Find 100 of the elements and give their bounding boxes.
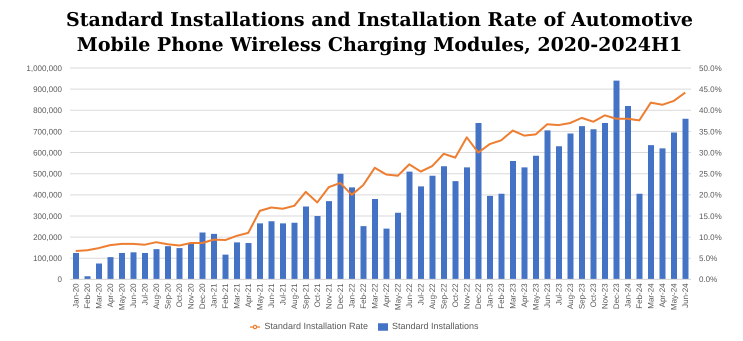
bar	[246, 243, 252, 280]
x-tick-label: Dec-22	[474, 282, 483, 310]
bar	[165, 246, 171, 280]
bar	[579, 126, 585, 280]
y2-tick-label: 30.0%	[699, 148, 722, 158]
bar	[292, 222, 298, 280]
y2-tick-label: 40.0%	[699, 106, 722, 116]
bar	[671, 132, 677, 280]
y-tick-label: 700,000	[33, 127, 63, 136]
y2-tick-label: 5.0%	[699, 254, 718, 264]
x-tick-label: May-20	[117, 282, 126, 310]
bar	[257, 223, 263, 280]
y2-tick-label: 50.0%	[699, 64, 722, 73]
y-tick-label: 200,000	[33, 232, 63, 242]
x-tick-label: Dec-23	[612, 282, 621, 310]
x-tick-label: May-22	[393, 282, 402, 310]
x-tick-label: Dec-20	[198, 282, 207, 310]
legend-label: Standard Installations	[392, 321, 479, 332]
bar	[682, 118, 688, 280]
bar	[314, 216, 320, 280]
x-tick-label: Mar-24	[646, 282, 656, 309]
bar	[544, 130, 550, 280]
x-tick-label: Jan-22	[347, 282, 356, 308]
x-tick-label: Jun-21	[266, 282, 276, 308]
x-tick-label: Apr-20	[106, 282, 115, 308]
bar	[568, 134, 574, 280]
bar	[590, 129, 596, 280]
chart-title: Standard Installations and Installation Rate of Automotive Mobile Phone Wireless Charging Modules, 2020-2024H1	[65, 8, 694, 58]
line-series	[74, 92, 686, 252]
x-tick-label: Aug-20	[152, 282, 161, 310]
bar	[188, 243, 194, 280]
y2-tick-label: 15.0%	[699, 212, 722, 221]
bar	[602, 122, 608, 280]
bar	[636, 194, 642, 280]
x-tick-label: Jan-23	[485, 282, 494, 308]
y-tick-label: 600,000	[33, 148, 63, 158]
bar	[73, 252, 79, 280]
bar	[96, 264, 102, 280]
x-tick-label: Mar-20	[94, 282, 104, 309]
x-tick-label: Jan-20	[71, 282, 80, 308]
x-tick-label: May-24	[669, 282, 678, 310]
x-tick-label: Jul-20	[140, 282, 150, 306]
y-tick-label: 100,000	[33, 254, 63, 264]
y2-tick-label: 35.0%	[699, 127, 722, 136]
bar	[614, 80, 620, 280]
bar	[326, 201, 332, 280]
x-tick-label: Apr-23	[520, 282, 529, 308]
bar	[119, 252, 125, 280]
x-tick-label: Sep-22	[439, 282, 448, 310]
y-tick-label: 800,000	[33, 106, 63, 116]
x-tick-label: Nov-21	[324, 282, 334, 310]
bar	[338, 174, 344, 280]
bar	[384, 228, 390, 280]
x-tick-label: Jul-23	[554, 282, 564, 306]
x-tick-label: Aug-23	[566, 282, 575, 310]
bar	[200, 232, 206, 280]
x-tick-label: Jan-24	[623, 282, 632, 308]
x-tick-label: Jun-23	[542, 282, 552, 308]
y-tick-label: 500,000	[33, 170, 63, 179]
y2-tick-label: 45.0%	[699, 84, 722, 94]
legend-label: Standard Installation Rate	[264, 321, 368, 332]
x-tick-label: May-21	[255, 282, 264, 310]
x-tick-label: Nov-22	[462, 282, 472, 310]
bar	[556, 146, 562, 280]
bar	[522, 167, 528, 280]
bar	[372, 199, 378, 280]
x-tick-label: Jul-22	[416, 282, 426, 306]
bar	[510, 161, 516, 280]
x-tick-label: Jun-24	[680, 282, 690, 308]
x-tick-label: Aug-22	[428, 282, 437, 310]
x-tick-label: Jun-22	[404, 282, 414, 308]
bar	[464, 167, 470, 280]
bar	[142, 252, 148, 280]
x-tick-label: Oct-23	[588, 282, 598, 308]
bar	[625, 106, 631, 280]
x-tick-label: Jul-21	[278, 282, 288, 306]
y-tick-label: 0	[58, 275, 63, 284]
bar	[130, 252, 136, 280]
bar	[418, 186, 424, 280]
bar	[303, 206, 309, 280]
x-tick-label: Feb-24	[634, 282, 644, 309]
bar	[406, 172, 412, 280]
x-tick-label: Aug-21	[290, 282, 299, 310]
bar	[280, 223, 286, 280]
bar	[395, 212, 401, 280]
y-tick-label: 400,000	[33, 190, 63, 200]
bar	[360, 226, 366, 280]
x-tick-label: Dec-21	[336, 282, 345, 310]
x-tick-label: Feb-22	[358, 282, 368, 309]
y2-tick-label: 20.0%	[699, 190, 722, 200]
bar	[108, 257, 114, 280]
y2-tick-label: 25.0%	[699, 170, 722, 179]
x-tick-label: Feb-20	[82, 282, 92, 309]
x-tick-label: Nov-23	[600, 282, 610, 310]
bar	[430, 176, 436, 280]
x-tick-label: May-23	[531, 282, 540, 310]
y-tick-label: 300,000	[33, 212, 63, 221]
x-tick-label: Jun-20	[128, 282, 138, 308]
bar	[441, 166, 447, 280]
x-tick-label: Feb-23	[496, 282, 506, 309]
